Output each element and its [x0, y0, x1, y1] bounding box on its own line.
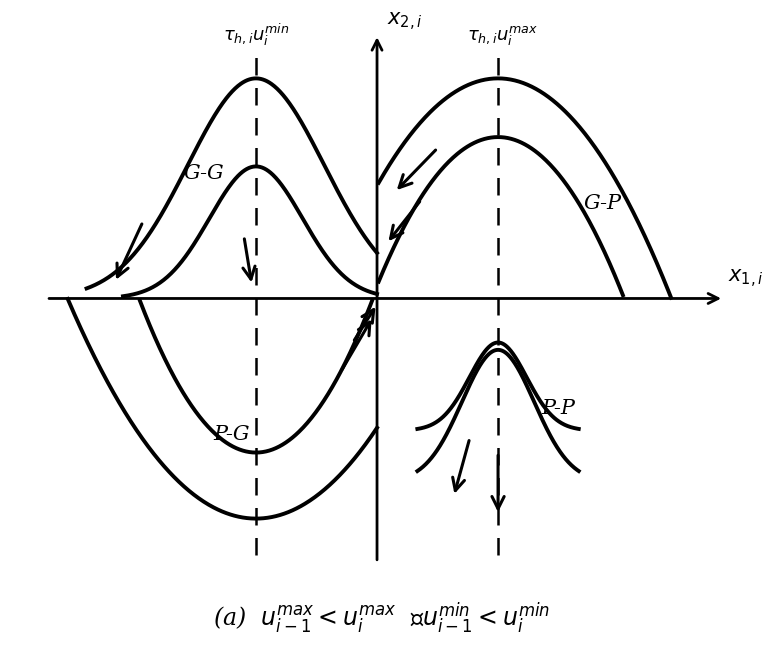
Text: P-P: P-P	[542, 399, 575, 418]
Text: $\tau_{h,i} u_i^{max}$: $\tau_{h,i} u_i^{max}$	[466, 24, 538, 48]
Text: $\tau_{h,i} u_i^{min}$: $\tau_{h,i} u_i^{min}$	[223, 21, 289, 48]
Text: $x_{1,i}$: $x_{1,i}$	[728, 268, 763, 290]
Text: P-G: P-G	[214, 424, 250, 443]
Text: $x_{2,i}$: $x_{2,i}$	[387, 10, 423, 33]
Text: G-G: G-G	[183, 164, 224, 183]
Text: G-P: G-P	[584, 194, 622, 213]
Text: (a)  $u_{i-1}^{max} < u_i^{max}$  且$u_{i-1}^{min} < u_i^{min}$: (a) $u_{i-1}^{max} < u_i^{max}$ 且$u_{i-1…	[213, 601, 550, 636]
